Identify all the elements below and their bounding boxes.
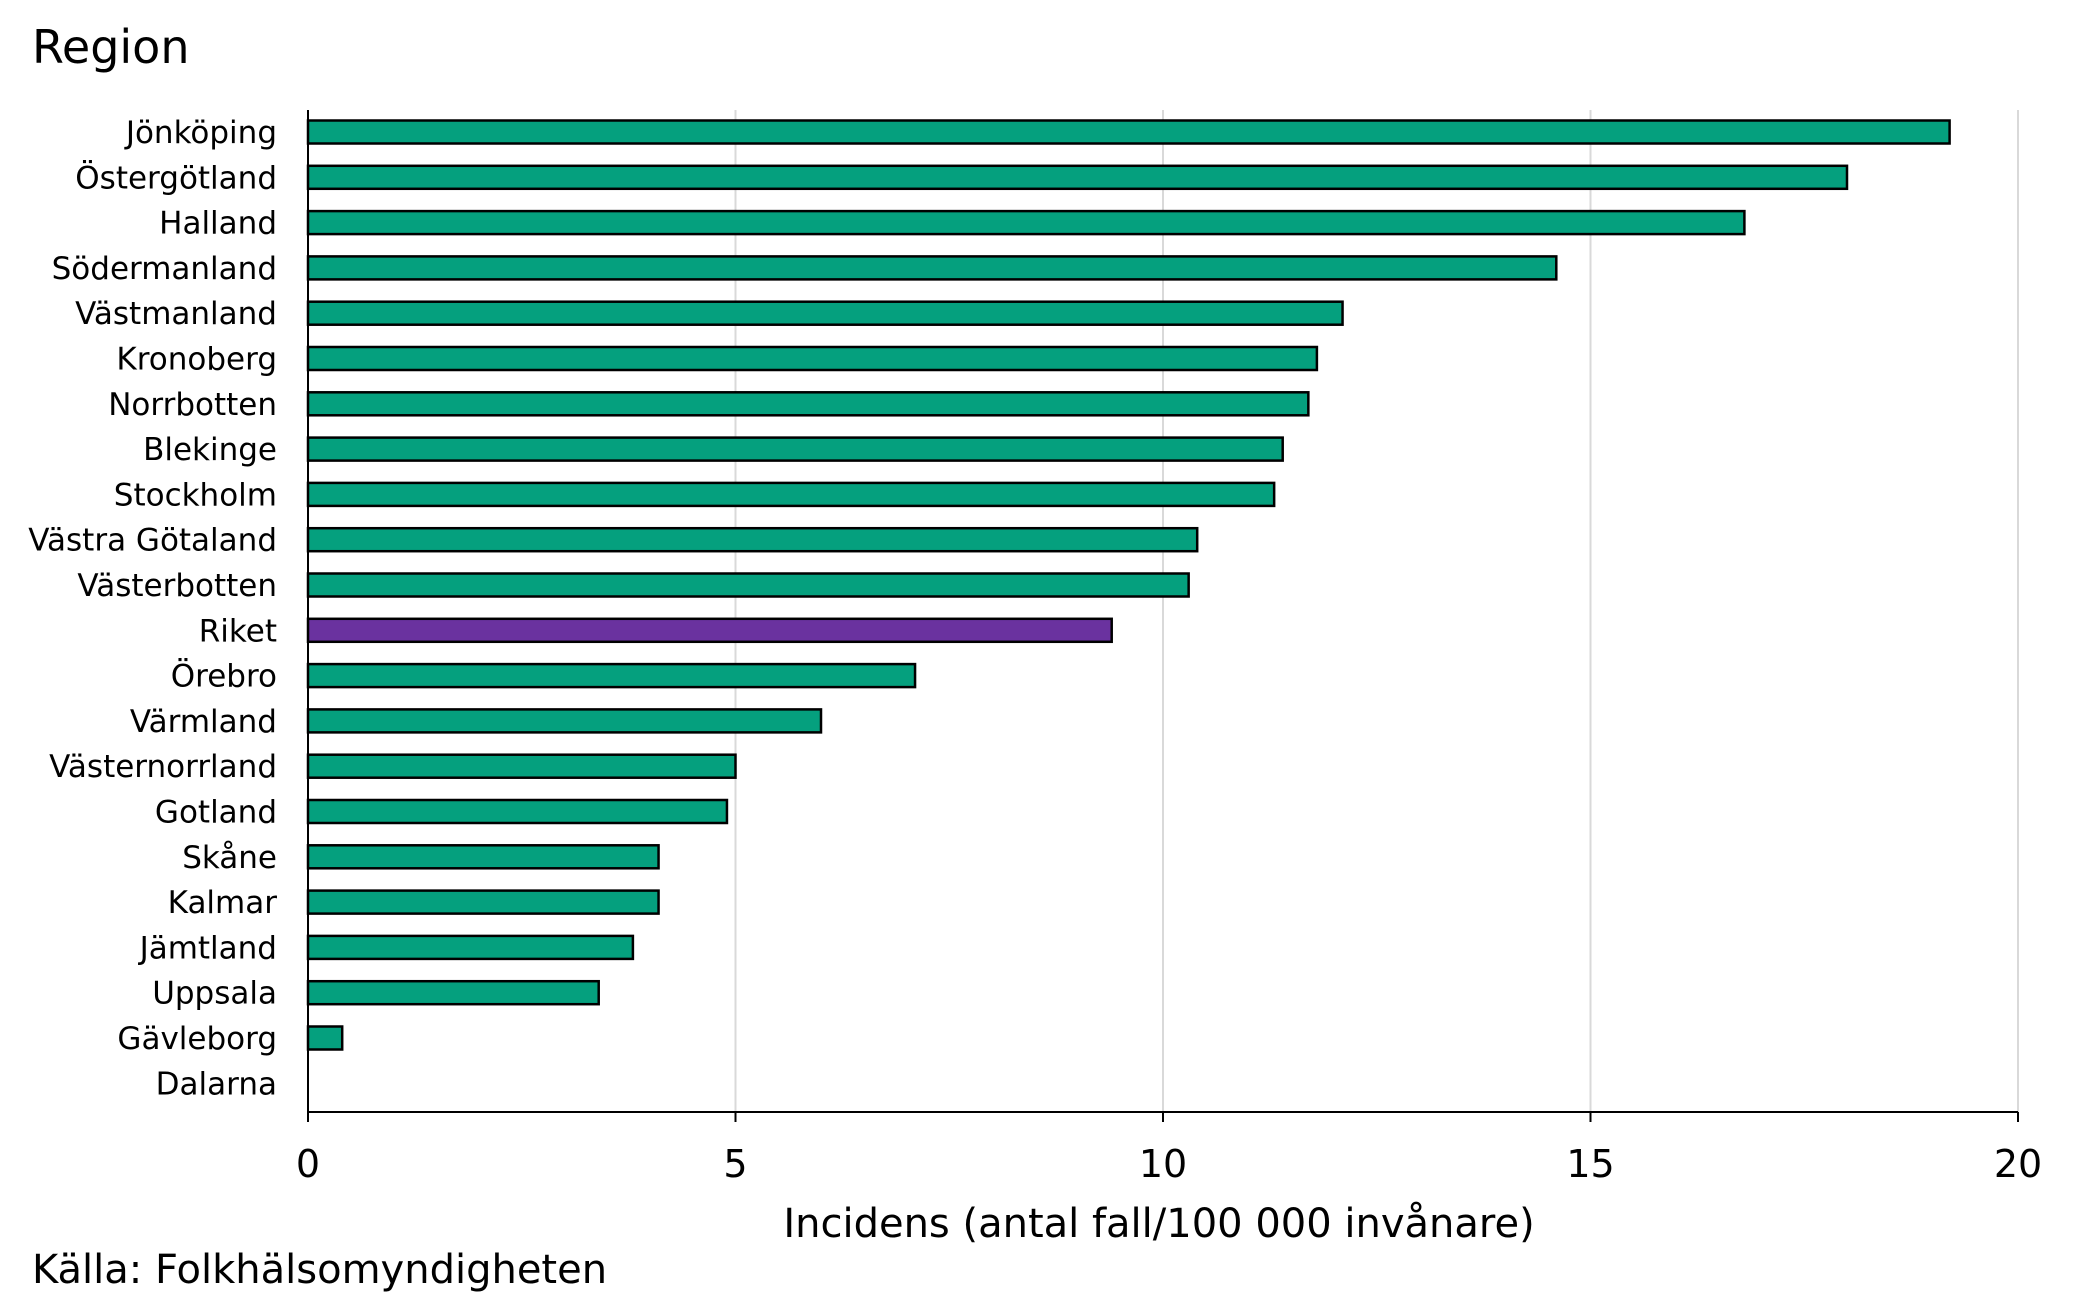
bar-gävleborg xyxy=(306,1025,344,1051)
bar-jämtland xyxy=(306,934,635,961)
category-label-skåne: Skåne xyxy=(182,840,277,876)
x-tick-label-0: 0 xyxy=(296,1142,320,1186)
category-label-värmland: Värmland xyxy=(130,704,277,740)
bar-västmanland xyxy=(306,300,1344,326)
category-label-östergötland: Östergötland xyxy=(75,159,277,196)
bar-skåne xyxy=(306,844,660,870)
bar-blekinge xyxy=(306,436,1284,462)
x-axis-label: Incidens (antal fall/100 000 invånare) xyxy=(783,1201,1534,1247)
category-label-kronoberg: Kronoberg xyxy=(116,342,277,378)
category-label-västra-götaland: Västra Götaland xyxy=(28,523,277,559)
category-label-jämtland: Jämtland xyxy=(138,930,277,966)
bar-örebro xyxy=(306,662,917,689)
category-label-västernorrland: Västernorrland xyxy=(49,749,277,785)
bar-uppsala xyxy=(306,979,600,1006)
bar-riket xyxy=(306,617,1113,644)
bar-halland xyxy=(306,209,1746,236)
category-label-norrbotten: Norrbotten xyxy=(108,387,277,423)
category-label-södermanland: Södermanland xyxy=(52,251,277,287)
source-note: Källa: Folkhälsomyndigheten xyxy=(32,1247,608,1293)
category-label-örebro: Örebro xyxy=(171,658,277,695)
category-label-halland: Halland xyxy=(159,206,277,242)
category-labels: Jönköping Östergötland Halland Södermanland… xyxy=(28,115,277,1102)
category-label-västmanland: Västmanland xyxy=(75,296,277,332)
axes xyxy=(307,110,2019,1122)
category-label-uppsala: Uppsala xyxy=(152,976,277,1012)
bar-kronoberg xyxy=(306,345,1319,372)
x-tick-label-20: 20 xyxy=(1994,1142,2042,1186)
bar-kalmar xyxy=(306,889,660,915)
chart-title: Region xyxy=(32,20,190,74)
bar-västra-götaland xyxy=(306,526,1199,553)
category-label-jönköping: Jönköping xyxy=(124,115,277,151)
category-label-riket: Riket xyxy=(199,613,277,649)
bar-västernorrland xyxy=(306,753,737,779)
bar-jönköping xyxy=(306,119,1951,145)
bar-gotland xyxy=(306,798,729,825)
category-label-gävleborg: Gävleborg xyxy=(117,1021,277,1057)
x-tick-label-15: 15 xyxy=(1566,1142,1614,1186)
bar-stockholm xyxy=(306,481,1276,508)
x-tick-label-5: 5 xyxy=(723,1142,747,1186)
bars xyxy=(306,119,1951,1051)
category-label-västerbotten: Västerbotten xyxy=(77,568,277,604)
category-label-blekinge: Blekinge xyxy=(143,432,277,468)
x-tick-label-10: 10 xyxy=(1139,1142,1187,1186)
category-label-kalmar: Kalmar xyxy=(168,885,278,921)
bar-norrbotten xyxy=(306,391,1310,417)
bar-södermanland xyxy=(306,255,1558,281)
category-label-stockholm: Stockholm xyxy=(114,477,277,513)
bar-västerbotten xyxy=(306,572,1190,598)
category-label-gotland: Gotland xyxy=(155,795,277,831)
category-label-dalarna: Dalarna xyxy=(156,1066,277,1102)
x-tick-labels: 0 5 10 15 20 xyxy=(296,1142,2042,1186)
bar-östergötland xyxy=(306,164,1849,191)
bar-värmland xyxy=(306,708,823,734)
